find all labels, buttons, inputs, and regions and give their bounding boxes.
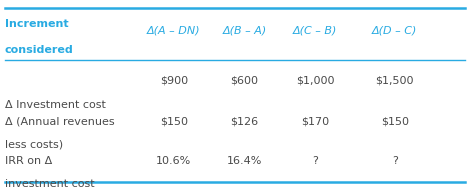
Text: Δ(A – DN): Δ(A – DN) xyxy=(147,25,201,35)
Text: ?: ? xyxy=(392,156,398,166)
Text: ?: ? xyxy=(312,156,318,166)
Text: $600: $600 xyxy=(230,75,258,85)
Text: investment cost: investment cost xyxy=(5,179,94,188)
Text: $1,500: $1,500 xyxy=(376,75,414,85)
Text: Δ(C – B): Δ(C – B) xyxy=(293,25,337,35)
Text: $170: $170 xyxy=(301,117,329,127)
Text: Δ(D – C): Δ(D – C) xyxy=(372,25,417,35)
Text: $1,000: $1,000 xyxy=(296,75,334,85)
Text: Δ (Annual revenues: Δ (Annual revenues xyxy=(5,117,114,127)
Text: 16.4%: 16.4% xyxy=(227,156,262,166)
Text: $150: $150 xyxy=(381,117,409,127)
Text: Δ Investment cost: Δ Investment cost xyxy=(5,100,106,110)
Text: less costs): less costs) xyxy=(5,139,63,149)
Text: Increment: Increment xyxy=(5,19,68,29)
Text: $900: $900 xyxy=(160,75,188,85)
Text: IRR on Δ: IRR on Δ xyxy=(5,156,52,166)
Text: Δ(B – A): Δ(B – A) xyxy=(222,25,266,35)
Text: 10.6%: 10.6% xyxy=(156,156,192,166)
Text: considered: considered xyxy=(5,45,73,55)
Text: $126: $126 xyxy=(230,117,258,127)
Text: $150: $150 xyxy=(160,117,188,127)
